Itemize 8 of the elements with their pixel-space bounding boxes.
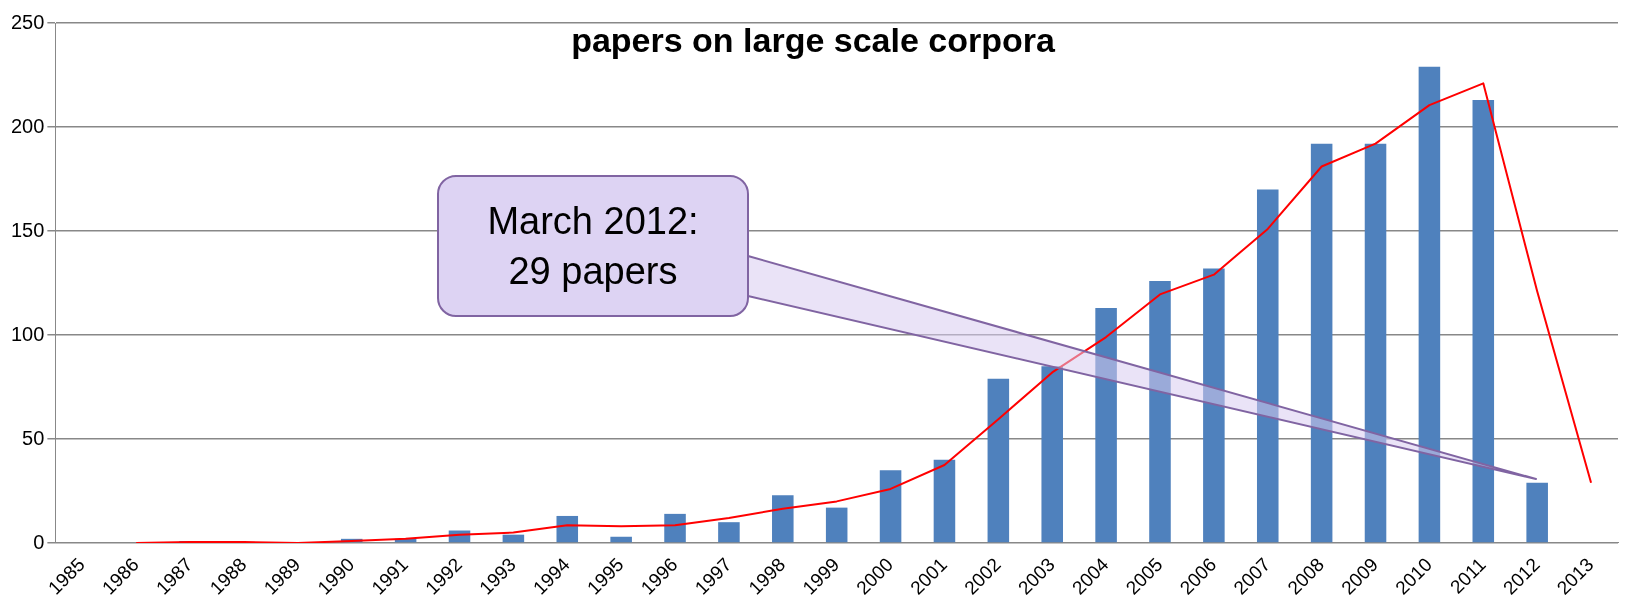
annotation: March 2012: 29 papers xyxy=(487,200,699,292)
y-tick-label: 150 xyxy=(10,218,45,241)
y-tick-label: 50 xyxy=(22,426,45,449)
y-tick-label: 100 xyxy=(10,322,45,345)
y-tick-label: 200 xyxy=(10,114,45,137)
chart-title: papers on large scale corpora xyxy=(571,20,1056,59)
y-tick-label: 0 xyxy=(33,530,45,553)
y-tick-label: 250 xyxy=(10,10,45,33)
